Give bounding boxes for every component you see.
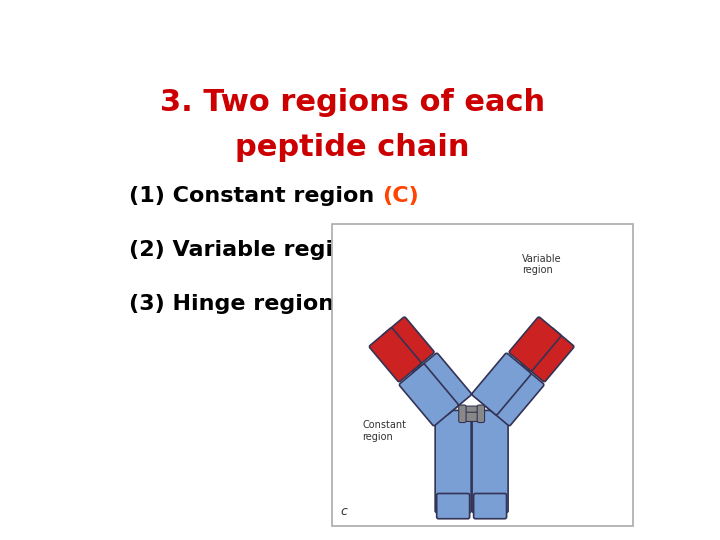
FancyBboxPatch shape <box>472 353 531 415</box>
FancyBboxPatch shape <box>509 317 561 371</box>
Text: (C): (C) <box>382 186 419 206</box>
FancyBboxPatch shape <box>382 317 434 371</box>
FancyBboxPatch shape <box>485 364 544 426</box>
Text: (1) Constant region: (1) Constant region <box>129 186 382 206</box>
FancyBboxPatch shape <box>437 494 469 519</box>
FancyBboxPatch shape <box>464 412 479 421</box>
Text: (3) Hinge region: (3) Hinge region <box>129 294 334 314</box>
FancyBboxPatch shape <box>400 364 459 426</box>
FancyBboxPatch shape <box>435 410 471 512</box>
Text: c: c <box>341 505 348 518</box>
FancyBboxPatch shape <box>369 328 421 382</box>
FancyBboxPatch shape <box>477 405 485 422</box>
Text: 3. Two regions of each: 3. Two regions of each <box>160 87 545 117</box>
FancyBboxPatch shape <box>472 410 508 512</box>
FancyBboxPatch shape <box>522 328 574 382</box>
Text: Constant
region: Constant region <box>362 420 406 442</box>
FancyBboxPatch shape <box>474 494 507 519</box>
Text: (V): (V) <box>372 240 410 260</box>
FancyBboxPatch shape <box>459 405 466 422</box>
Text: peptide chain: peptide chain <box>235 133 469 163</box>
Text: (2) Variable region: (2) Variable region <box>129 240 372 260</box>
Text: Variable
region: Variable region <box>523 254 562 275</box>
FancyBboxPatch shape <box>413 353 472 415</box>
FancyBboxPatch shape <box>464 406 479 415</box>
